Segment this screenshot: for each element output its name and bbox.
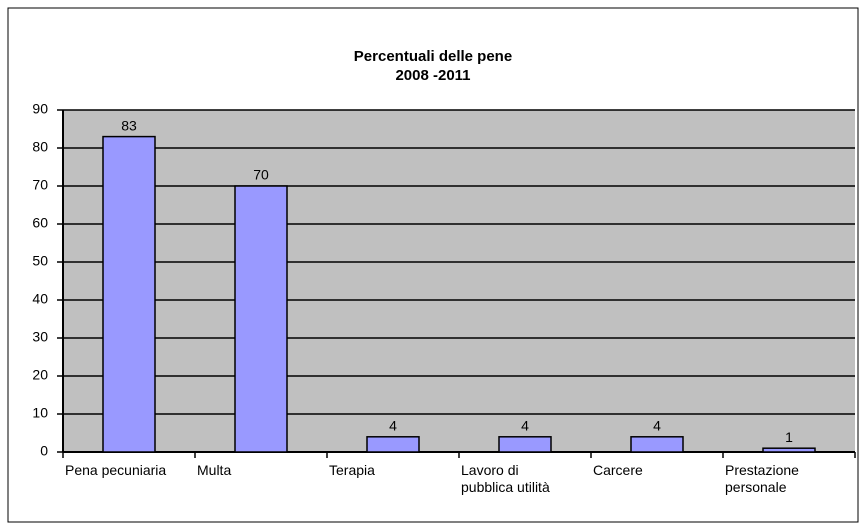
x-tick-label: Pena pecuniaria — [65, 462, 167, 478]
y-tick-label: 0 — [40, 443, 48, 459]
chart-title: Percentuali delle pene — [354, 48, 512, 65]
value-label: 83 — [121, 117, 137, 133]
chart-subtitle: 2008 -2011 — [395, 67, 470, 84]
y-tick-label: 60 — [32, 215, 48, 231]
value-label: 4 — [389, 418, 397, 434]
y-tick-label: 90 — [32, 101, 48, 117]
value-label: 4 — [521, 418, 529, 434]
y-tick-label: 30 — [32, 329, 48, 345]
x-tick-label: Lavoro di pubblica utilità — [461, 462, 550, 495]
x-tick-label: Carcere — [593, 462, 643, 478]
y-tick-label: 50 — [32, 253, 48, 269]
x-tick-label: Multa — [197, 462, 232, 478]
x-tick-label: Prestazione personale — [725, 462, 799, 495]
bar — [762, 447, 816, 453]
value-label: 4 — [653, 418, 661, 434]
y-tick-label: 40 — [32, 291, 48, 307]
bar — [630, 436, 684, 453]
plot-area — [63, 110, 855, 452]
bar — [498, 436, 552, 453]
value-label: 70 — [253, 167, 269, 183]
value-label: 1 — [785, 429, 793, 445]
bar — [234, 185, 288, 453]
bar — [366, 436, 420, 453]
y-tick-label: 80 — [32, 139, 48, 155]
y-tick-label: 70 — [32, 177, 48, 193]
x-tick-label: Terapia — [329, 462, 375, 478]
y-tick-label: 10 — [32, 405, 48, 421]
y-tick-label: 20 — [32, 367, 48, 383]
bar — [102, 135, 156, 453]
